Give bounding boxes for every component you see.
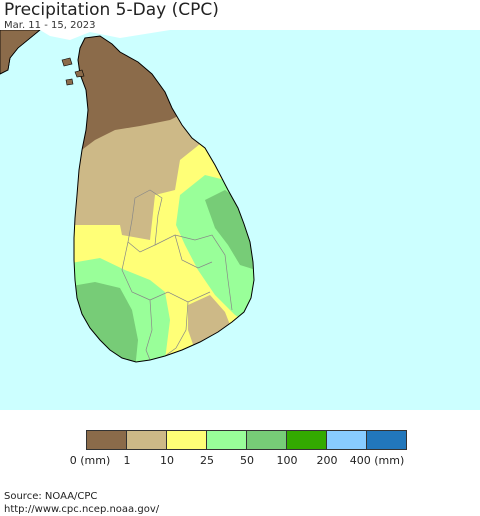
india-coast-white [40, 30, 180, 40]
legend-swatch-2 [167, 431, 207, 449]
legend-label-50: 50 [240, 454, 254, 467]
map-title: Precipitation 5-Day (CPC) [4, 0, 219, 20]
map-date-range: Mar. 11 - 15, 2023 [4, 20, 96, 31]
legend-swatch-7 [367, 431, 406, 449]
legend-bar [86, 430, 407, 450]
legend-label-200: 200 [316, 454, 338, 467]
legend-label-400: 400 (mm) [349, 454, 405, 467]
legend-swatch-4 [247, 431, 287, 449]
legend-swatch-3 [207, 431, 247, 449]
legend-label-0mm: 0 (mm) [69, 454, 111, 467]
source-url: http://www.cpc.ncep.noaa.gov/ [4, 504, 160, 515]
legend-labels: 0 (mm) 1 10 25 50 100 200 400 (mm) [0, 454, 480, 470]
source-credit: Source: NOAA/CPC http://www.cpc.ncep.noa… [4, 490, 159, 516]
legend-swatch-0 [87, 431, 127, 449]
legend-swatch-1 [127, 431, 167, 449]
legend-label-1: 1 [123, 454, 131, 467]
island-coastline [73, 35, 255, 363]
sri-lanka-precip-map [0, 30, 480, 410]
india-coastline [0, 30, 41, 75]
province-borders [121, 189, 233, 361]
legend-label-100: 100 [276, 454, 298, 467]
islands-northwest [61, 57, 85, 86]
legend-swatch-5 [287, 431, 327, 449]
legend-swatch-6 [327, 431, 367, 449]
legend-label-25: 25 [200, 454, 214, 467]
legend-label-10: 10 [160, 454, 174, 467]
source-line: Source: NOAA/CPC [4, 491, 98, 502]
